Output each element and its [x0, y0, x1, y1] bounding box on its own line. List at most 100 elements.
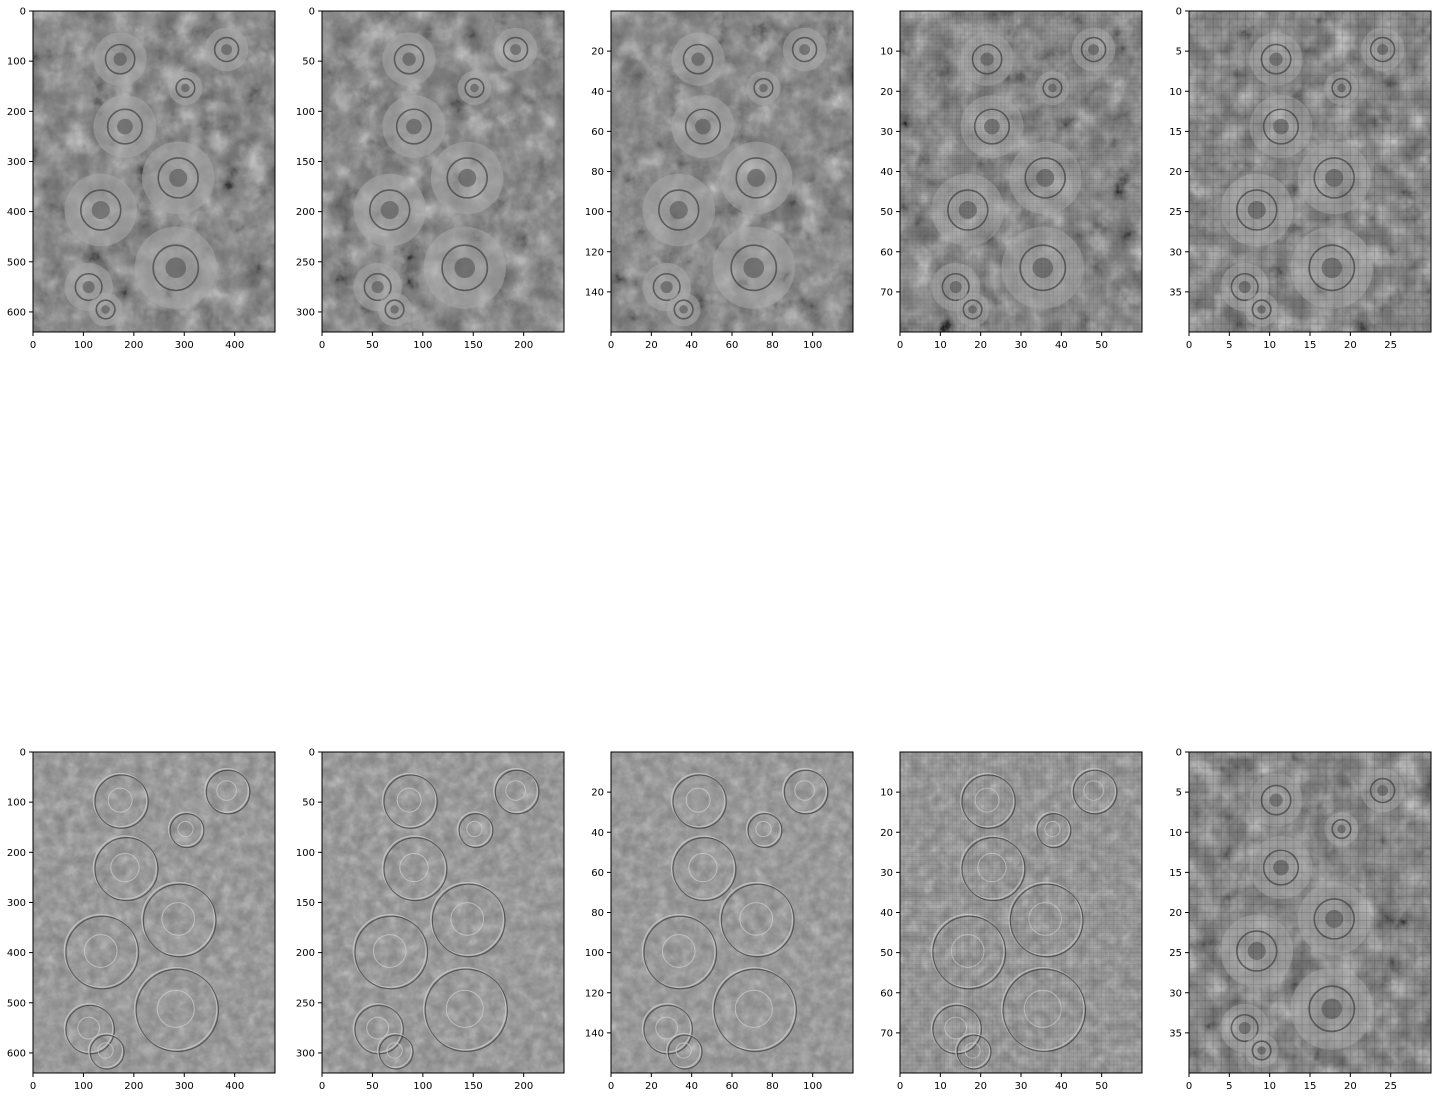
- leaf-edge: [974, 787, 1000, 813]
- leaf: [363, 272, 392, 302]
- x-tick-label: 300: [175, 1081, 194, 1092]
- leaf: [759, 83, 768, 93]
- leaf: [1238, 281, 1251, 294]
- leaf-edge: [641, 914, 716, 989]
- leaf: [941, 272, 970, 302]
- x-tick-label: 10: [1263, 1081, 1276, 1092]
- leaf-edge: [161, 902, 196, 936]
- y-tick-label: 20: [880, 828, 893, 839]
- leaf: [1325, 168, 1344, 187]
- leaf-edge: [94, 836, 159, 902]
- leaf: [1080, 36, 1107, 63]
- leaf-edge: [110, 852, 140, 883]
- leaf: [1273, 118, 1289, 135]
- leaf-edge: [107, 787, 133, 813]
- leaf: [91, 200, 110, 220]
- subplot-0-0: 0 100 200 300 400 0 100 200 300 400 500 600: [7, 7, 276, 351]
- leaf-edge: [720, 883, 795, 958]
- leaf: [1260, 43, 1292, 75]
- leaf-edge: [156, 989, 195, 1028]
- leaf: [1321, 998, 1343, 1020]
- y-tick-label: 120: [585, 988, 604, 999]
- leaf-edge: [376, 1032, 413, 1069]
- leaf: [679, 305, 688, 314]
- leaf-edge: [672, 774, 727, 829]
- leaf: [791, 36, 818, 63]
- leaf: [1313, 898, 1355, 940]
- x-tick-label: 0: [319, 1081, 325, 1092]
- leaf-edge: [755, 820, 772, 838]
- x-tick-label: 200: [514, 1081, 533, 1092]
- leaf: [1257, 305, 1266, 314]
- leaf: [510, 44, 522, 55]
- leaf: [1369, 777, 1396, 804]
- leaf-edge: [930, 914, 1005, 989]
- y-tick-label: 0: [20, 7, 26, 18]
- subplot-1-4: 0 5 10 15 20 25 0 5 10 15 20 25 30 35: [1169, 748, 1432, 1092]
- leaf-edge: [378, 1034, 414, 1070]
- leaf: [1257, 1046, 1266, 1055]
- leaf: [958, 200, 977, 220]
- leaf-edge: [77, 1016, 101, 1040]
- leaf-edge: [386, 1042, 403, 1059]
- leaf: [691, 52, 705, 66]
- leaf: [735, 157, 777, 199]
- leaf-edge: [932, 915, 1007, 990]
- leaf: [157, 157, 199, 199]
- leaf-edge: [445, 989, 484, 1028]
- image-panel: [1189, 752, 1431, 1073]
- y-tick-label: 50: [880, 207, 893, 218]
- leaf-edge: [383, 836, 448, 902]
- leaf-edge: [1028, 902, 1063, 936]
- leaf-edge: [352, 914, 427, 989]
- axes-frame: [32, 10, 276, 333]
- leaf: [213, 36, 240, 63]
- leaf: [165, 257, 187, 279]
- x-tick-label: 10: [1263, 340, 1276, 351]
- leaf-edge: [169, 812, 205, 849]
- x-tick-label: 10: [934, 340, 947, 351]
- y-tick-label: 30: [880, 127, 893, 138]
- leaf: [799, 44, 811, 55]
- leaf: [380, 200, 399, 220]
- leaf: [152, 244, 200, 292]
- leaf: [669, 200, 688, 220]
- leaf: [82, 281, 95, 294]
- y-tick-label: 0: [309, 7, 315, 18]
- leaf: [1032, 257, 1054, 279]
- y-tick-label: 500: [7, 998, 26, 1009]
- leaf: [169, 168, 188, 187]
- y-tick-label: 0: [1176, 7, 1182, 18]
- leaf-edge: [505, 780, 526, 801]
- y-tick-label: 200: [296, 207, 315, 218]
- leaf-edge: [383, 774, 438, 829]
- leaf: [1251, 1040, 1272, 1061]
- leaf-edge: [1071, 768, 1117, 813]
- x-tick-label: 80: [766, 1081, 779, 1092]
- leaf: [657, 189, 700, 231]
- leaf-edge: [959, 835, 1025, 900]
- y-tick-label: 30: [1169, 988, 1182, 999]
- leaf-edge: [956, 1034, 992, 1070]
- subplot-0-4: 0 5 10 15 20 25 0 5 10 15 20 25 30 35: [1169, 7, 1432, 351]
- x-tick-label: 40: [1055, 1081, 1068, 1092]
- leaf: [101, 305, 110, 314]
- x-tick-label: 0: [897, 340, 903, 351]
- y-tick-label: 40: [880, 167, 893, 178]
- x-tick-label: 100: [803, 340, 822, 351]
- image-texture: [322, 752, 564, 1073]
- leaf: [1247, 941, 1266, 961]
- y-tick-label: 20: [1169, 167, 1182, 178]
- x-tick-label: 30: [1015, 340, 1028, 351]
- leaf: [1048, 83, 1057, 93]
- leaf: [371, 281, 384, 294]
- leaf-edge: [661, 934, 696, 968]
- leaf: [1262, 108, 1300, 145]
- x-tick-label: 300: [175, 340, 194, 351]
- leaf-edge: [372, 934, 407, 968]
- subplot-0-3: 0 10 20 30 40 50 10 20 30 40 50 60 70: [880, 10, 1143, 351]
- y-tick-label: 25: [1169, 948, 1182, 959]
- y-tick-label: 40: [591, 828, 604, 839]
- y-tick-label: 10: [1169, 87, 1182, 98]
- leaf: [406, 118, 422, 135]
